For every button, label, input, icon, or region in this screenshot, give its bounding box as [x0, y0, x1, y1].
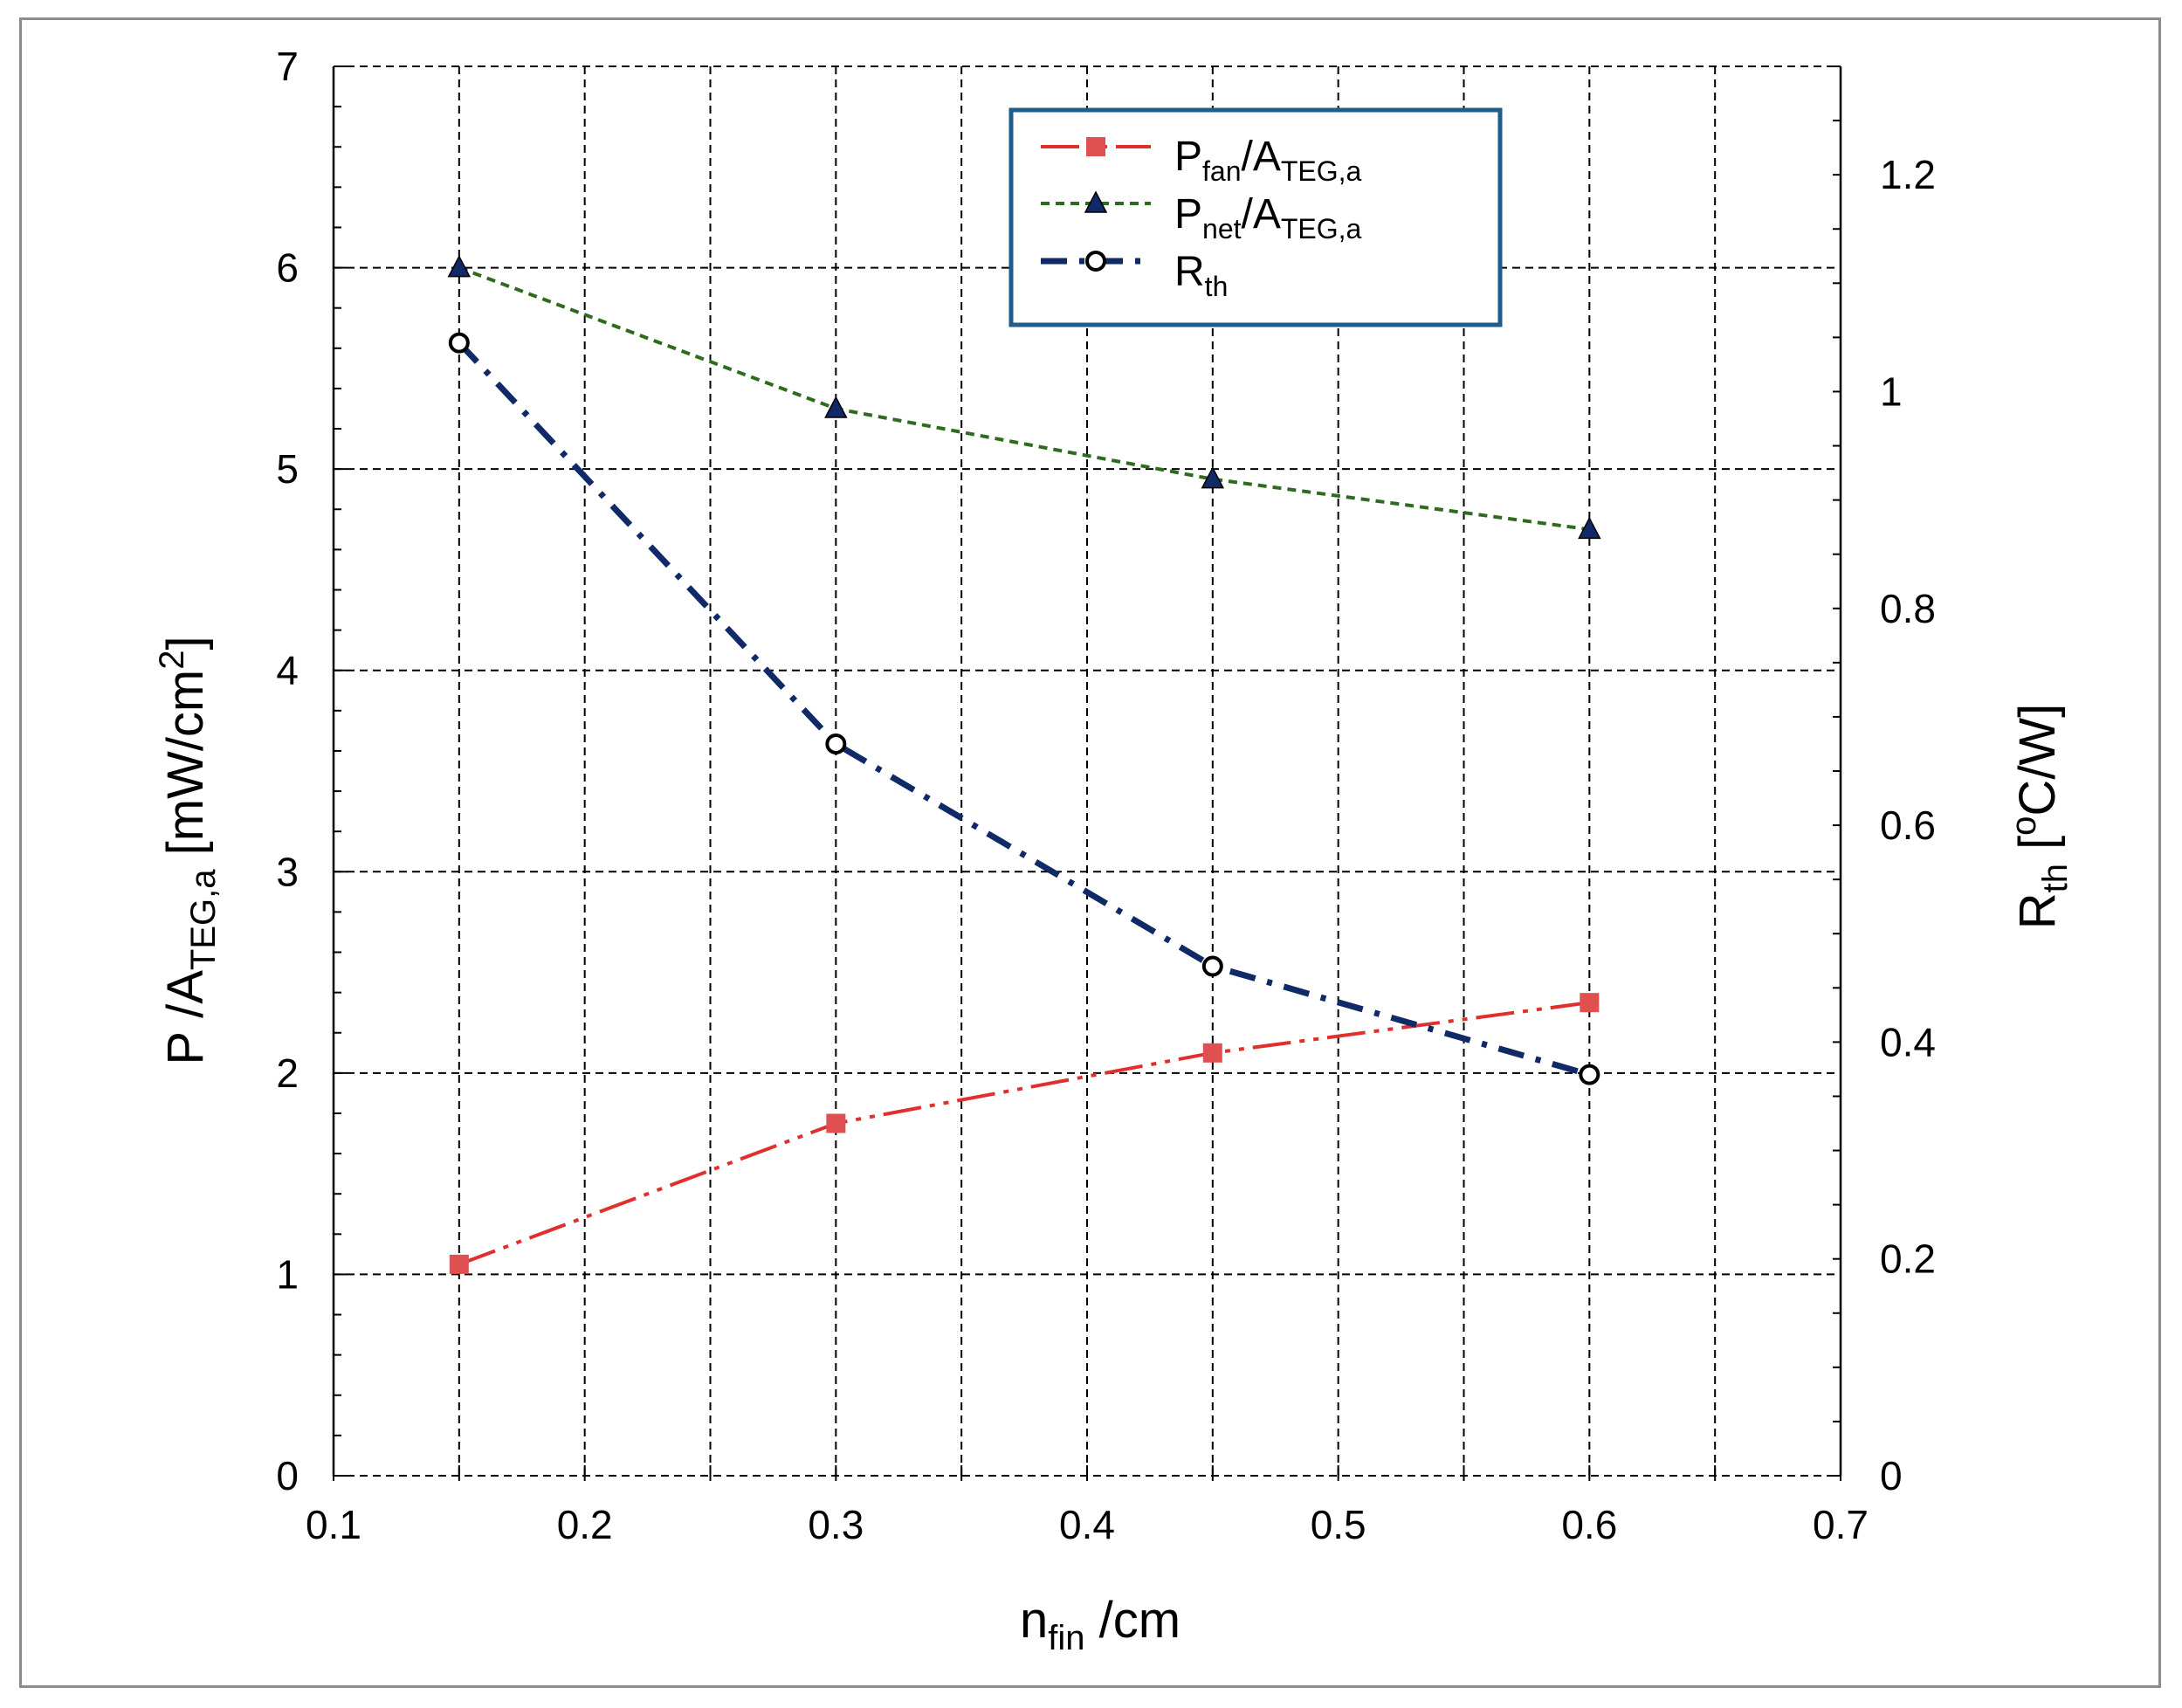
y-axis-title-main: P /A [157, 970, 214, 1065]
legend-pfan-sub2: TEG,a [1281, 155, 1362, 187]
x-tick-label: 0.2 [557, 1502, 613, 1547]
axes [332, 66, 1842, 1477]
x-axis-title-rest: /cm [1084, 1592, 1180, 1649]
legend-pnet-sub: net [1202, 213, 1242, 244]
x-axis-title-main: n [1020, 1592, 1048, 1649]
y-tick-label: 5 [276, 446, 299, 492]
y-axis-title: P /ATEG,a [mW/cm2] [153, 636, 223, 1064]
legend-rth-sub: th [1205, 271, 1229, 302]
legend-box [1008, 107, 1503, 327]
series-lines [457, 265, 1591, 1266]
legend-pnet-mid: /A [1242, 191, 1281, 238]
data-point-triangle [1201, 466, 1225, 489]
legend-marker-square [1086, 137, 1105, 156]
x-tick-label: 0.4 [1059, 1502, 1115, 1547]
y-axis-title-sub: TEG,a [184, 869, 223, 970]
tick-labels: 0.1 0.2 0.3 0.4 0.5 0.6 0.70123456700.20.40.60… [276, 44, 1936, 1547]
data-point-triangle [447, 254, 472, 278]
y2-tick-label: 1 [1880, 368, 1903, 414]
legend-marker-triangle [1084, 190, 1108, 213]
y-tick-label: 6 [276, 245, 299, 291]
y2-tick-label: 0.4 [1880, 1019, 1936, 1064]
data-point-circle [448, 332, 470, 354]
legend-label-rth: Rth [1174, 249, 1228, 302]
y-tick-label: 1 [276, 1251, 299, 1297]
series-markers [447, 254, 1601, 1274]
data-point-square [826, 1113, 846, 1133]
data-point-triangle [1578, 516, 1601, 540]
data-point-square [1580, 993, 1600, 1013]
data-point-triangle [824, 396, 848, 418]
y-tick-label: 4 [276, 648, 299, 693]
series-line-circle [457, 341, 1591, 1078]
x-axis-title: nfin /cm [1020, 1592, 1180, 1657]
x-tick-label: 0.7 [1813, 1502, 1869, 1547]
legend-label-pfan: Pfan/ATEG,a [1174, 134, 1362, 187]
y2-tick-label: 0.8 [1880, 586, 1936, 631]
y2-tick-label: 1.2 [1880, 152, 1936, 197]
y-tick-label: 2 [276, 1050, 299, 1096]
y2-axis-title-sub: th [2036, 864, 2075, 892]
legend-samples [1041, 137, 1151, 272]
legend-pnet-main: P [1174, 191, 1202, 238]
legend-pnet-sub2: TEG,a [1281, 213, 1362, 244]
y2-axis-title-end: C/W] [2009, 704, 2066, 816]
legend-pfan-sub: fan [1202, 155, 1241, 187]
y2-tick-label: 0.6 [1880, 802, 1936, 848]
legend-rth-main: R [1174, 249, 1205, 295]
series-line-square [458, 1001, 1590, 1266]
x-tick-label: 0.5 [1311, 1502, 1366, 1547]
x-tick-label: 0.6 [1561, 1502, 1617, 1547]
legend-pfan-main: P [1174, 134, 1202, 180]
data-point-circle [1579, 1064, 1600, 1085]
legend-marker-circle [1085, 251, 1106, 272]
figure-frame [19, 17, 2161, 1688]
legend: Pfan/ATEG,a Pnet/ATEG,a Rth [1008, 107, 1503, 327]
minor-ticks [333, 65, 1841, 1481]
x-axis-title-sub: fin [1048, 1619, 1084, 1657]
data-point-square [1202, 1043, 1222, 1063]
data-point-circle [1201, 955, 1223, 977]
y2-tick-label: 0.2 [1880, 1236, 1936, 1282]
data-point-square [449, 1254, 469, 1274]
y2-tick-label: 0 [1880, 1453, 1903, 1498]
y-axis-title-end: ] [157, 636, 214, 650]
y2-axis-title-rest: [ [2009, 836, 2066, 864]
data-point-circle [825, 733, 847, 754]
y-tick-label: 0 [276, 1453, 299, 1498]
y2-axis-title: Rth [oC/W] [2005, 704, 2075, 930]
y-tick-label: 3 [276, 849, 299, 894]
y2-axis-title-sup: o [2005, 816, 2043, 836]
y-axis-title-rest: [mW/cm [157, 670, 214, 870]
y2-axis-title-main: R [2009, 892, 2066, 929]
y-axis-title-sup: 2 [153, 651, 191, 670]
series-line-triangle [458, 265, 1590, 532]
y-tick-label: 7 [276, 44, 299, 89]
legend-pfan-mid: /A [1242, 134, 1281, 180]
x-tick-label: 0.1 [306, 1502, 361, 1547]
legend-label-pnet: Pnet/ATEG,a [1174, 191, 1362, 244]
x-tick-label: 0.3 [808, 1502, 864, 1547]
